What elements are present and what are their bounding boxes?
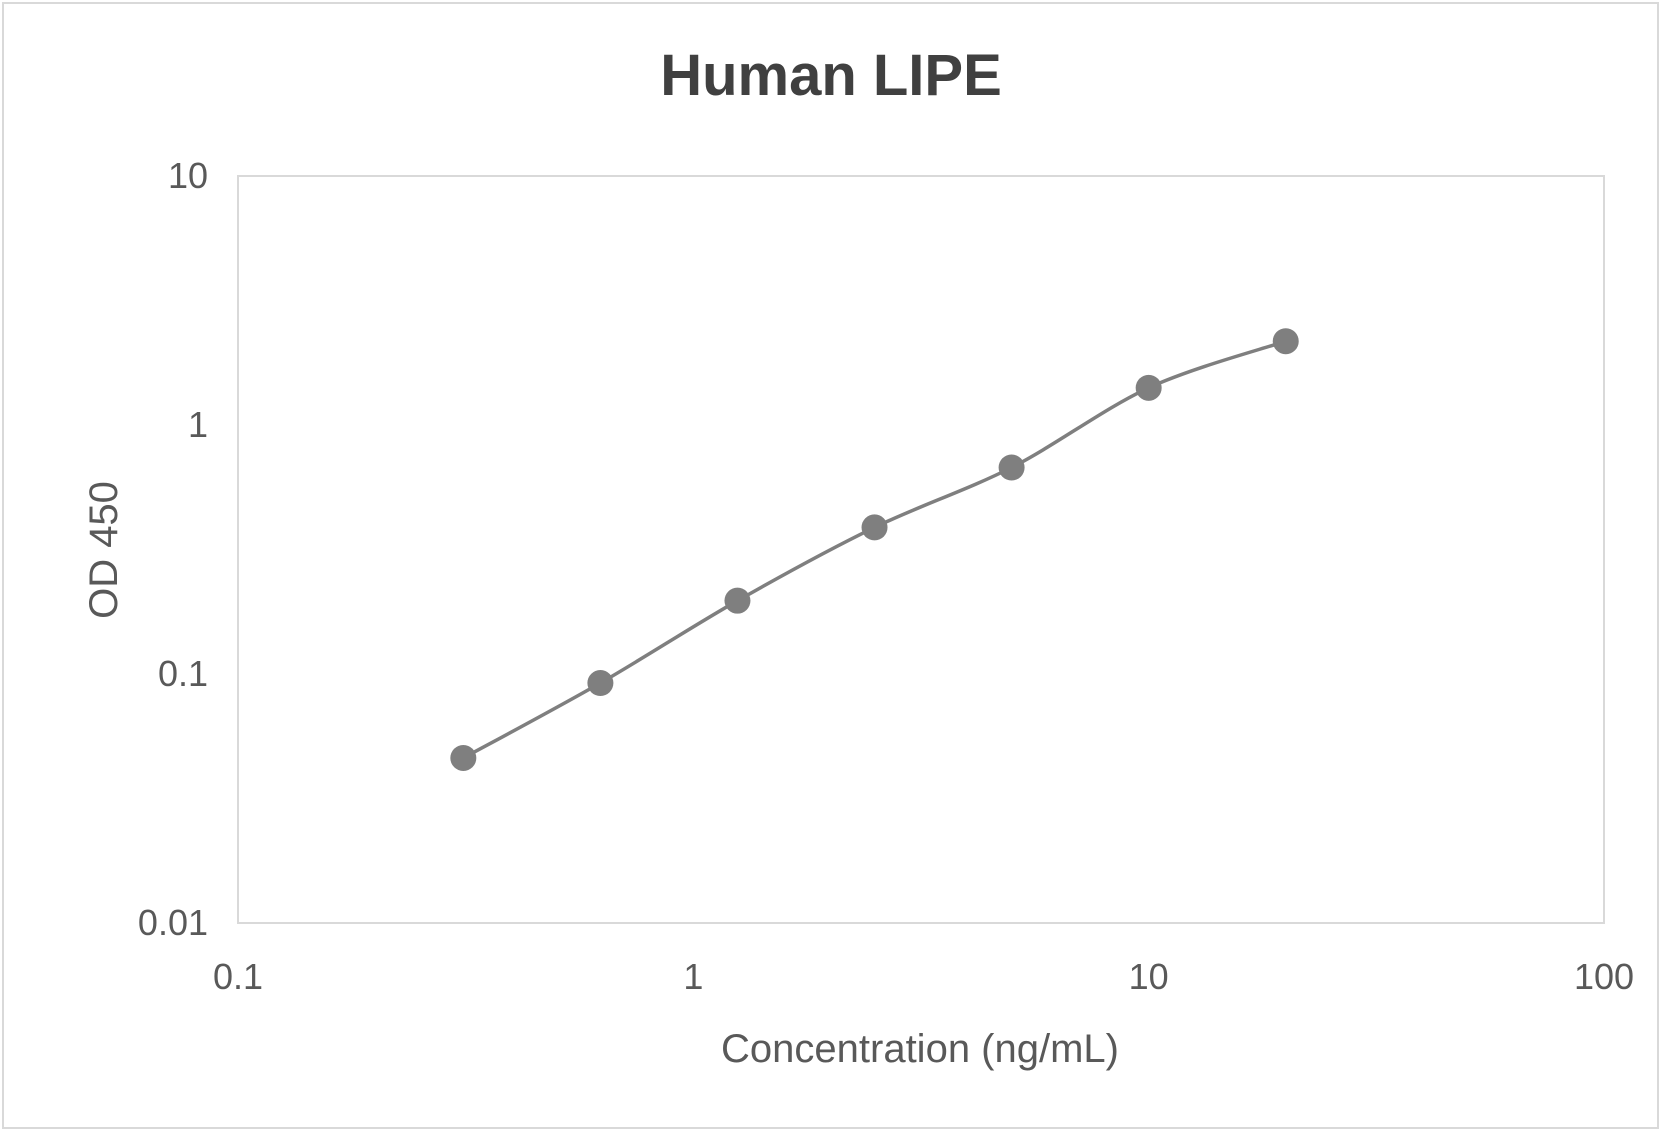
y-tick-label: 0.01 [138,902,208,943]
y-tick-label: 0.1 [158,653,208,694]
data-point [1272,328,1299,355]
data-point [724,587,751,614]
data-point [450,744,477,771]
x-tick-label: 0.1 [213,956,263,997]
x-axis-ticks: 0.1 1 10 100 [213,956,1634,997]
y-tick-label: 10 [168,155,208,196]
y-axis-label: OD 450 [82,481,126,619]
series-points [450,328,1299,771]
x-tick-label: 100 [1574,956,1634,997]
data-point [861,514,888,541]
y-axis-ticks: 0.01 0.1 1 10 [138,155,208,943]
data-point [998,454,1025,481]
data-point [1135,374,1162,401]
y-tick-label: 1 [188,404,208,445]
x-tick-label: 10 [1129,956,1169,997]
plot-area [237,175,1605,924]
x-axis-label: Concentration (ng/mL) [721,1027,1119,1071]
series-line [461,339,1288,760]
x-tick-label: 1 [683,956,703,997]
data-point [587,670,614,697]
chart-title: Human LIPE [660,43,1002,108]
